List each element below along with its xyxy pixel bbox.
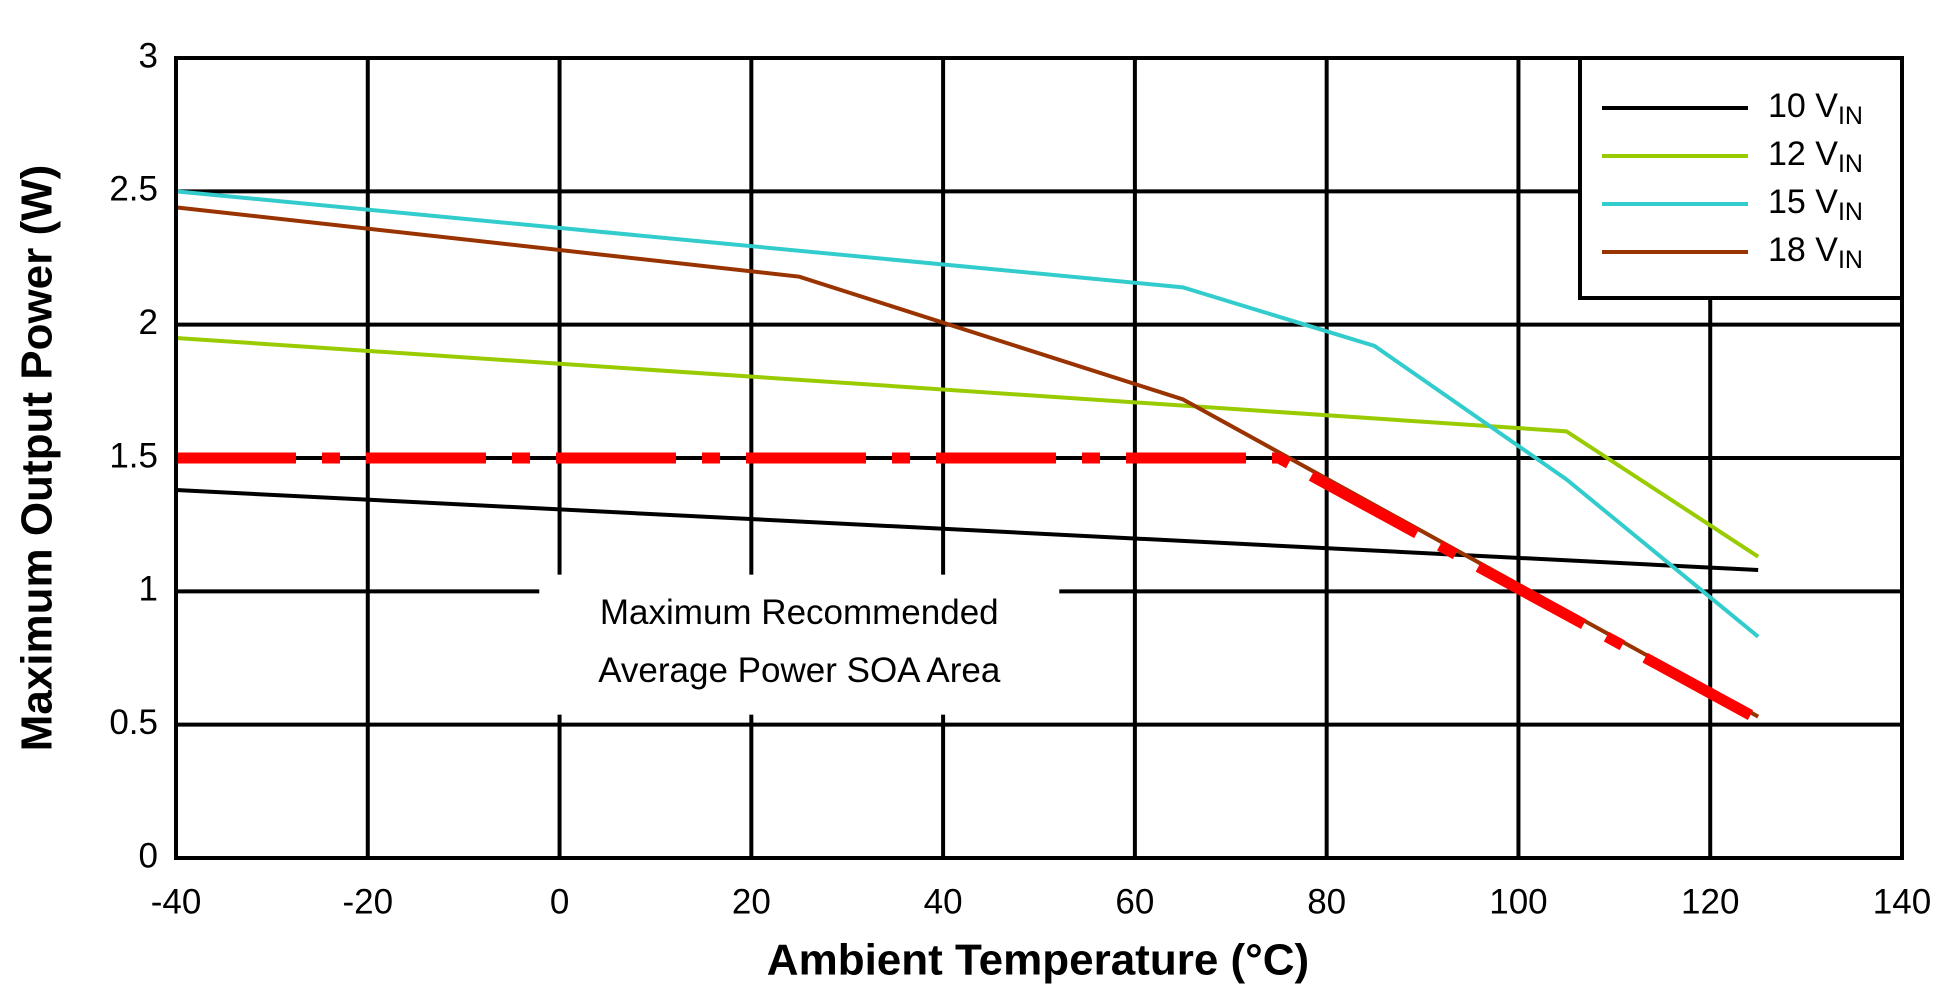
- x-tick-label: -20: [342, 882, 393, 921]
- legend-label: 15 VIN: [1768, 183, 1863, 226]
- legend-label: 18 VIN: [1768, 231, 1863, 274]
- series-line: [175, 205, 1760, 719]
- annotation: Maximum Recommended: [600, 593, 999, 632]
- soa-boundary: [176, 452, 1761, 725]
- x-tick-label: 60: [1115, 882, 1154, 921]
- legend-label-main: 18 V: [1768, 231, 1838, 269]
- plot-frame: [174, 56, 1904, 860]
- x-tick-label: 100: [1489, 882, 1547, 921]
- legend-label-main: 12 V: [1768, 135, 1838, 173]
- x-tick-label: 80: [1307, 882, 1346, 921]
- x-tick-label: 20: [732, 882, 771, 921]
- annotation-background: [539, 574, 1060, 715]
- y-tick-label: 3: [139, 36, 158, 75]
- legend-label: 10 VIN: [1768, 87, 1863, 130]
- series-line: [175, 336, 1760, 559]
- annotation: Average Power SOA Area: [598, 651, 1001, 690]
- y-tick-label: 1: [139, 570, 158, 609]
- legend-label: 12 VIN: [1768, 135, 1863, 178]
- x-tick-label: 0: [550, 882, 569, 921]
- x-axis-label: Ambient Temperature (°C): [767, 936, 1309, 985]
- legend-box: [1578, 56, 1904, 300]
- x-tick-label: -40: [151, 882, 202, 921]
- y-tick-label: 2: [139, 303, 158, 342]
- y-tick-label: 1.5: [109, 436, 158, 475]
- series-line: [175, 488, 1759, 572]
- legend-label-main: 15 V: [1768, 183, 1838, 221]
- legend-label-sub: IN: [1838, 246, 1863, 274]
- legend-label-sub: IN: [1838, 198, 1863, 226]
- series-line: [175, 189, 1760, 639]
- y-tick-label: 0.5: [109, 703, 158, 742]
- y-tick-label: 2.5: [109, 170, 158, 209]
- x-tick-label: 40: [924, 882, 963, 921]
- x-tick-label: 120: [1681, 882, 1739, 921]
- x-tick-label: 140: [1873, 882, 1931, 921]
- legend-label-main: 10 V: [1768, 87, 1838, 125]
- legend-label-sub: IN: [1838, 150, 1863, 178]
- legend-label-sub: IN: [1838, 102, 1863, 130]
- y-axis-label: Maximum Output Power (W): [13, 165, 62, 752]
- y-tick-label: 0: [139, 836, 158, 875]
